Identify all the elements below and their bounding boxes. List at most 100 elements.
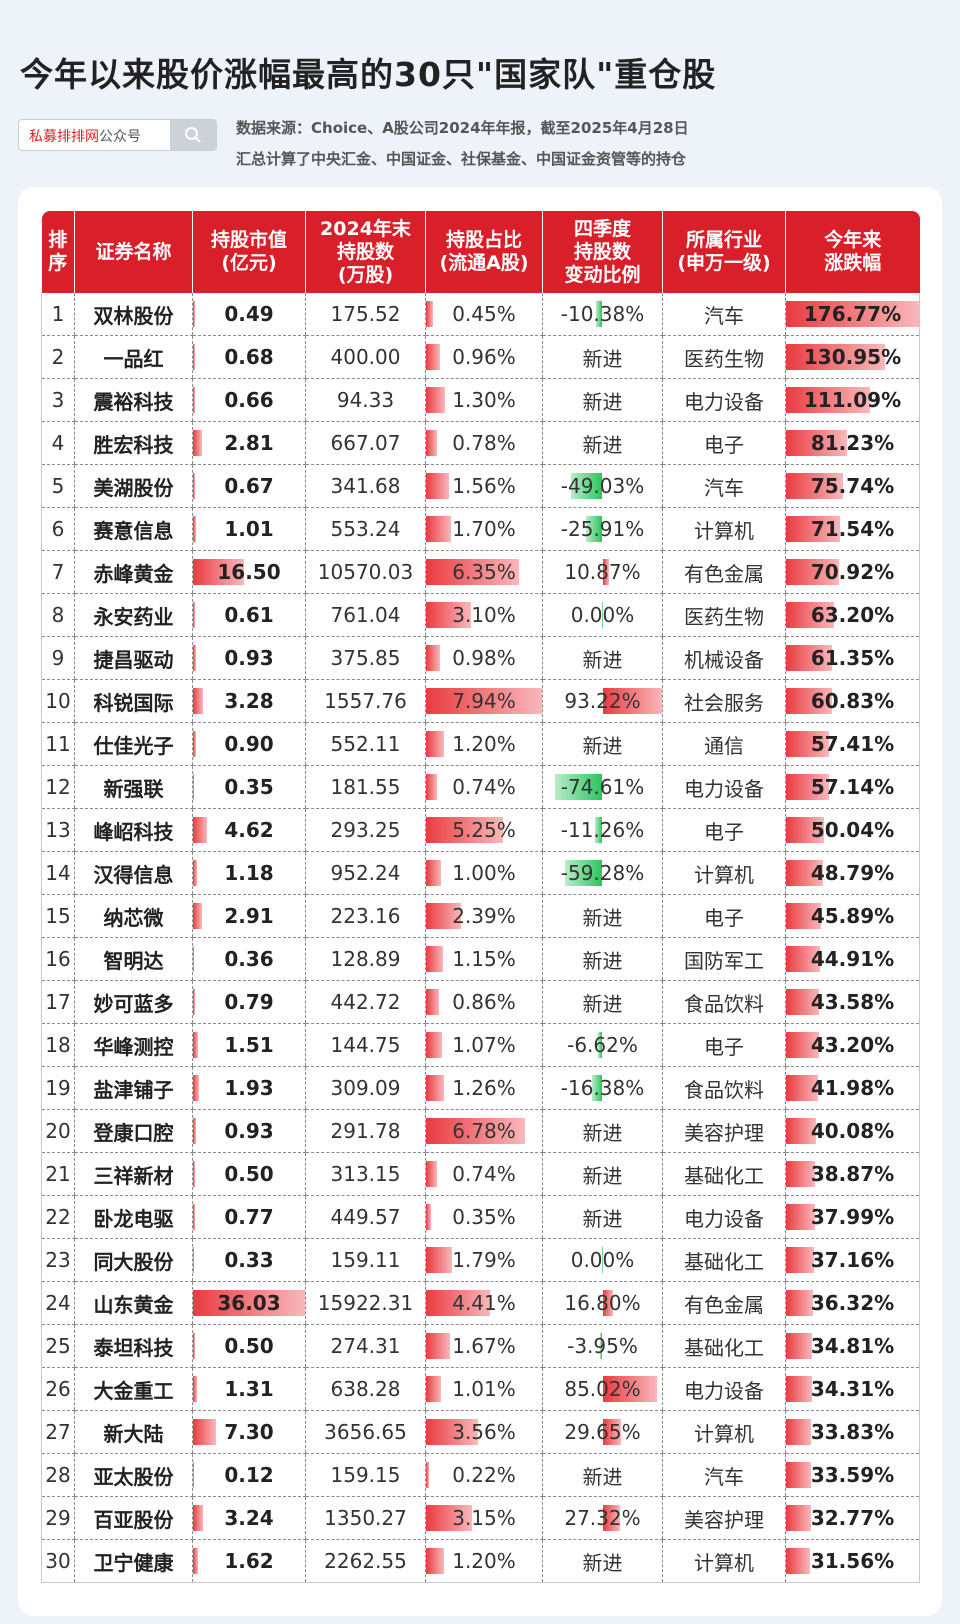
rank-text: 22 bbox=[45, 1205, 71, 1229]
q4-change-text: -25.91% bbox=[560, 517, 645, 541]
shares-text: 94.33 bbox=[336, 388, 395, 412]
rank-cell: 27 bbox=[41, 1410, 75, 1454]
rank-cell: 24 bbox=[41, 1281, 75, 1325]
ytd-cell: 34.81% bbox=[785, 1324, 920, 1368]
rank-text: 4 bbox=[51, 431, 65, 455]
q4-change-bar bbox=[602, 1376, 657, 1402]
data-source: 数据来源：Choice、A股公司2024年年报，截至2025年4月28日 bbox=[236, 119, 689, 137]
header-q4-change: 四季度 持股数 变动比例 bbox=[542, 211, 663, 293]
q4-change-bar bbox=[602, 1290, 614, 1316]
name-cell: 亚太股份 bbox=[74, 1453, 193, 1497]
q4-change-bar bbox=[598, 1032, 603, 1058]
market-value-bar bbox=[193, 1247, 195, 1273]
market-value-bar bbox=[193, 946, 195, 972]
rank-cell: 25 bbox=[41, 1324, 75, 1368]
name-cell: 妙可蓝多 bbox=[74, 980, 193, 1024]
q4-change-bar bbox=[564, 860, 603, 886]
table-row: 25 泰坦科技 0.50 274.31 1.67% -3.95% 基础化工 34.81% bbox=[41, 1324, 920, 1368]
share-ratio-text: 0.45% bbox=[452, 302, 516, 326]
header-text: 2024年末 bbox=[320, 217, 411, 240]
table-row: 20 登康口腔 0.93 291.78 6.78% 新进 美容护理 40.08% bbox=[41, 1109, 920, 1153]
q4-change-cell: 新进 bbox=[542, 1195, 663, 1239]
industry-text: 电子 bbox=[704, 1034, 744, 1059]
table-row: 27 新大陆 7.30 3656.65 3.56% 29.65% 计算机 33.83% bbox=[41, 1410, 920, 1454]
table-header: 排序证券名称 持股市值 (亿元) 2024年末 持股数 (万股) 持股占比 (流通A股) 四季度… bbox=[41, 211, 920, 293]
market-value-text: 0.35 bbox=[224, 775, 274, 799]
q4-change-text: 新进 bbox=[582, 1206, 623, 1231]
market-value-text: 0.61 bbox=[224, 603, 274, 627]
rank-text: 16 bbox=[45, 947, 71, 971]
industry-text: 美容护理 bbox=[684, 1120, 764, 1145]
rank-cell: 15 bbox=[41, 894, 75, 938]
ytd-text: 81.23% bbox=[810, 431, 895, 455]
q4-change-bar bbox=[602, 1505, 620, 1531]
share-ratio-bar bbox=[426, 473, 449, 499]
market-value-cell: 3.28 bbox=[192, 679, 306, 723]
rank-cell: 4 bbox=[41, 421, 75, 465]
ytd-text: 57.41% bbox=[810, 732, 895, 756]
share-ratio-cell: 1.20% bbox=[425, 1539, 543, 1583]
name-text: 仕佳光子 bbox=[93, 733, 174, 758]
rank-text: 30 bbox=[45, 1549, 71, 1573]
ytd-cell: 34.31% bbox=[785, 1367, 920, 1411]
q4-change-cell: 新进 bbox=[542, 1152, 663, 1196]
page-title: 今年以来股价涨幅最高的30只"国家队"重仓股 bbox=[20, 55, 717, 94]
ytd-bar bbox=[786, 516, 840, 542]
q4-change-cell: -49.03% bbox=[542, 464, 663, 508]
shares-cell: 175.52 bbox=[305, 293, 426, 336]
search-box[interactable]: 私募排排网公众号 bbox=[18, 119, 217, 151]
brand-label: 私募排排网公众号 bbox=[29, 126, 141, 146]
q4-change-cell: 新进 bbox=[542, 722, 663, 766]
market-value-text: 0.50 bbox=[224, 1334, 274, 1358]
ytd-text: 36.32% bbox=[810, 1291, 895, 1315]
shares-cell: 10570.03 bbox=[305, 550, 426, 594]
ytd-text: 34.31% bbox=[810, 1377, 895, 1401]
ytd-bar bbox=[786, 903, 821, 929]
ytd-cell: 60.83% bbox=[785, 679, 920, 723]
share-ratio-cell: 6.35% bbox=[425, 550, 543, 594]
ytd-bar bbox=[786, 559, 840, 585]
shares-cell: 94.33 bbox=[305, 378, 426, 422]
rank-cell: 10 bbox=[41, 679, 75, 723]
market-value-bar bbox=[193, 774, 195, 800]
search-button[interactable] bbox=[170, 120, 216, 150]
q4-change-cell: -59.28% bbox=[542, 851, 663, 895]
q4-change-cell: 29.65% bbox=[542, 1410, 663, 1454]
data-note: 汇总计算了中央汇金、中国证金、社保基金、中国证金资管等的持仓 bbox=[236, 150, 687, 168]
market-value-cell: 0.77 bbox=[192, 1195, 306, 1239]
share-ratio-text: 1.07% bbox=[452, 1033, 516, 1057]
name-cell: 三祥新材 bbox=[74, 1152, 193, 1196]
industry-text: 计算机 bbox=[694, 518, 754, 543]
shares-cell: 313.15 bbox=[305, 1152, 426, 1196]
rank-cell: 18 bbox=[41, 1023, 75, 1067]
share-ratio-bar bbox=[426, 559, 519, 585]
ytd-text: 75.74% bbox=[810, 474, 895, 498]
market-value-bar bbox=[193, 430, 202, 456]
name-text: 赛意信息 bbox=[93, 518, 174, 543]
shares-text: 274.31 bbox=[330, 1334, 401, 1358]
ytd-cell: 40.08% bbox=[785, 1109, 920, 1153]
table-row: 1 双林股份 0.49 175.52 0.45% -10.38% 汽车 176.77% bbox=[41, 293, 920, 336]
rank-text: 10 bbox=[45, 689, 71, 713]
rank-text: 3 bbox=[51, 388, 65, 412]
industry-text: 电子 bbox=[704, 432, 744, 457]
rank-cell: 30 bbox=[41, 1539, 75, 1583]
market-value-bar bbox=[193, 1204, 196, 1230]
industry-text: 汽车 bbox=[704, 303, 744, 328]
share-ratio-text: 3.56% bbox=[452, 1420, 516, 1444]
market-value-text: 0.33 bbox=[224, 1248, 274, 1272]
market-value-cell: 0.12 bbox=[192, 1453, 306, 1497]
q4-change-cell: -74.61% bbox=[542, 765, 663, 809]
share-ratio-bar bbox=[426, 946, 443, 972]
rank-cell: 16 bbox=[41, 937, 75, 981]
market-value-cell: 1.01 bbox=[192, 507, 306, 551]
share-ratio-bar bbox=[426, 989, 439, 1015]
market-value-bar bbox=[193, 1161, 195, 1187]
q4-change-text: 新进 bbox=[582, 647, 623, 672]
share-ratio-bar bbox=[426, 903, 461, 929]
ytd-bar bbox=[786, 344, 885, 370]
share-ratio-bar bbox=[426, 774, 437, 800]
name-cell: 华峰测控 bbox=[74, 1023, 193, 1067]
name-cell: 汉得信息 bbox=[74, 851, 193, 895]
shares-text: 1557.76 bbox=[324, 689, 407, 713]
